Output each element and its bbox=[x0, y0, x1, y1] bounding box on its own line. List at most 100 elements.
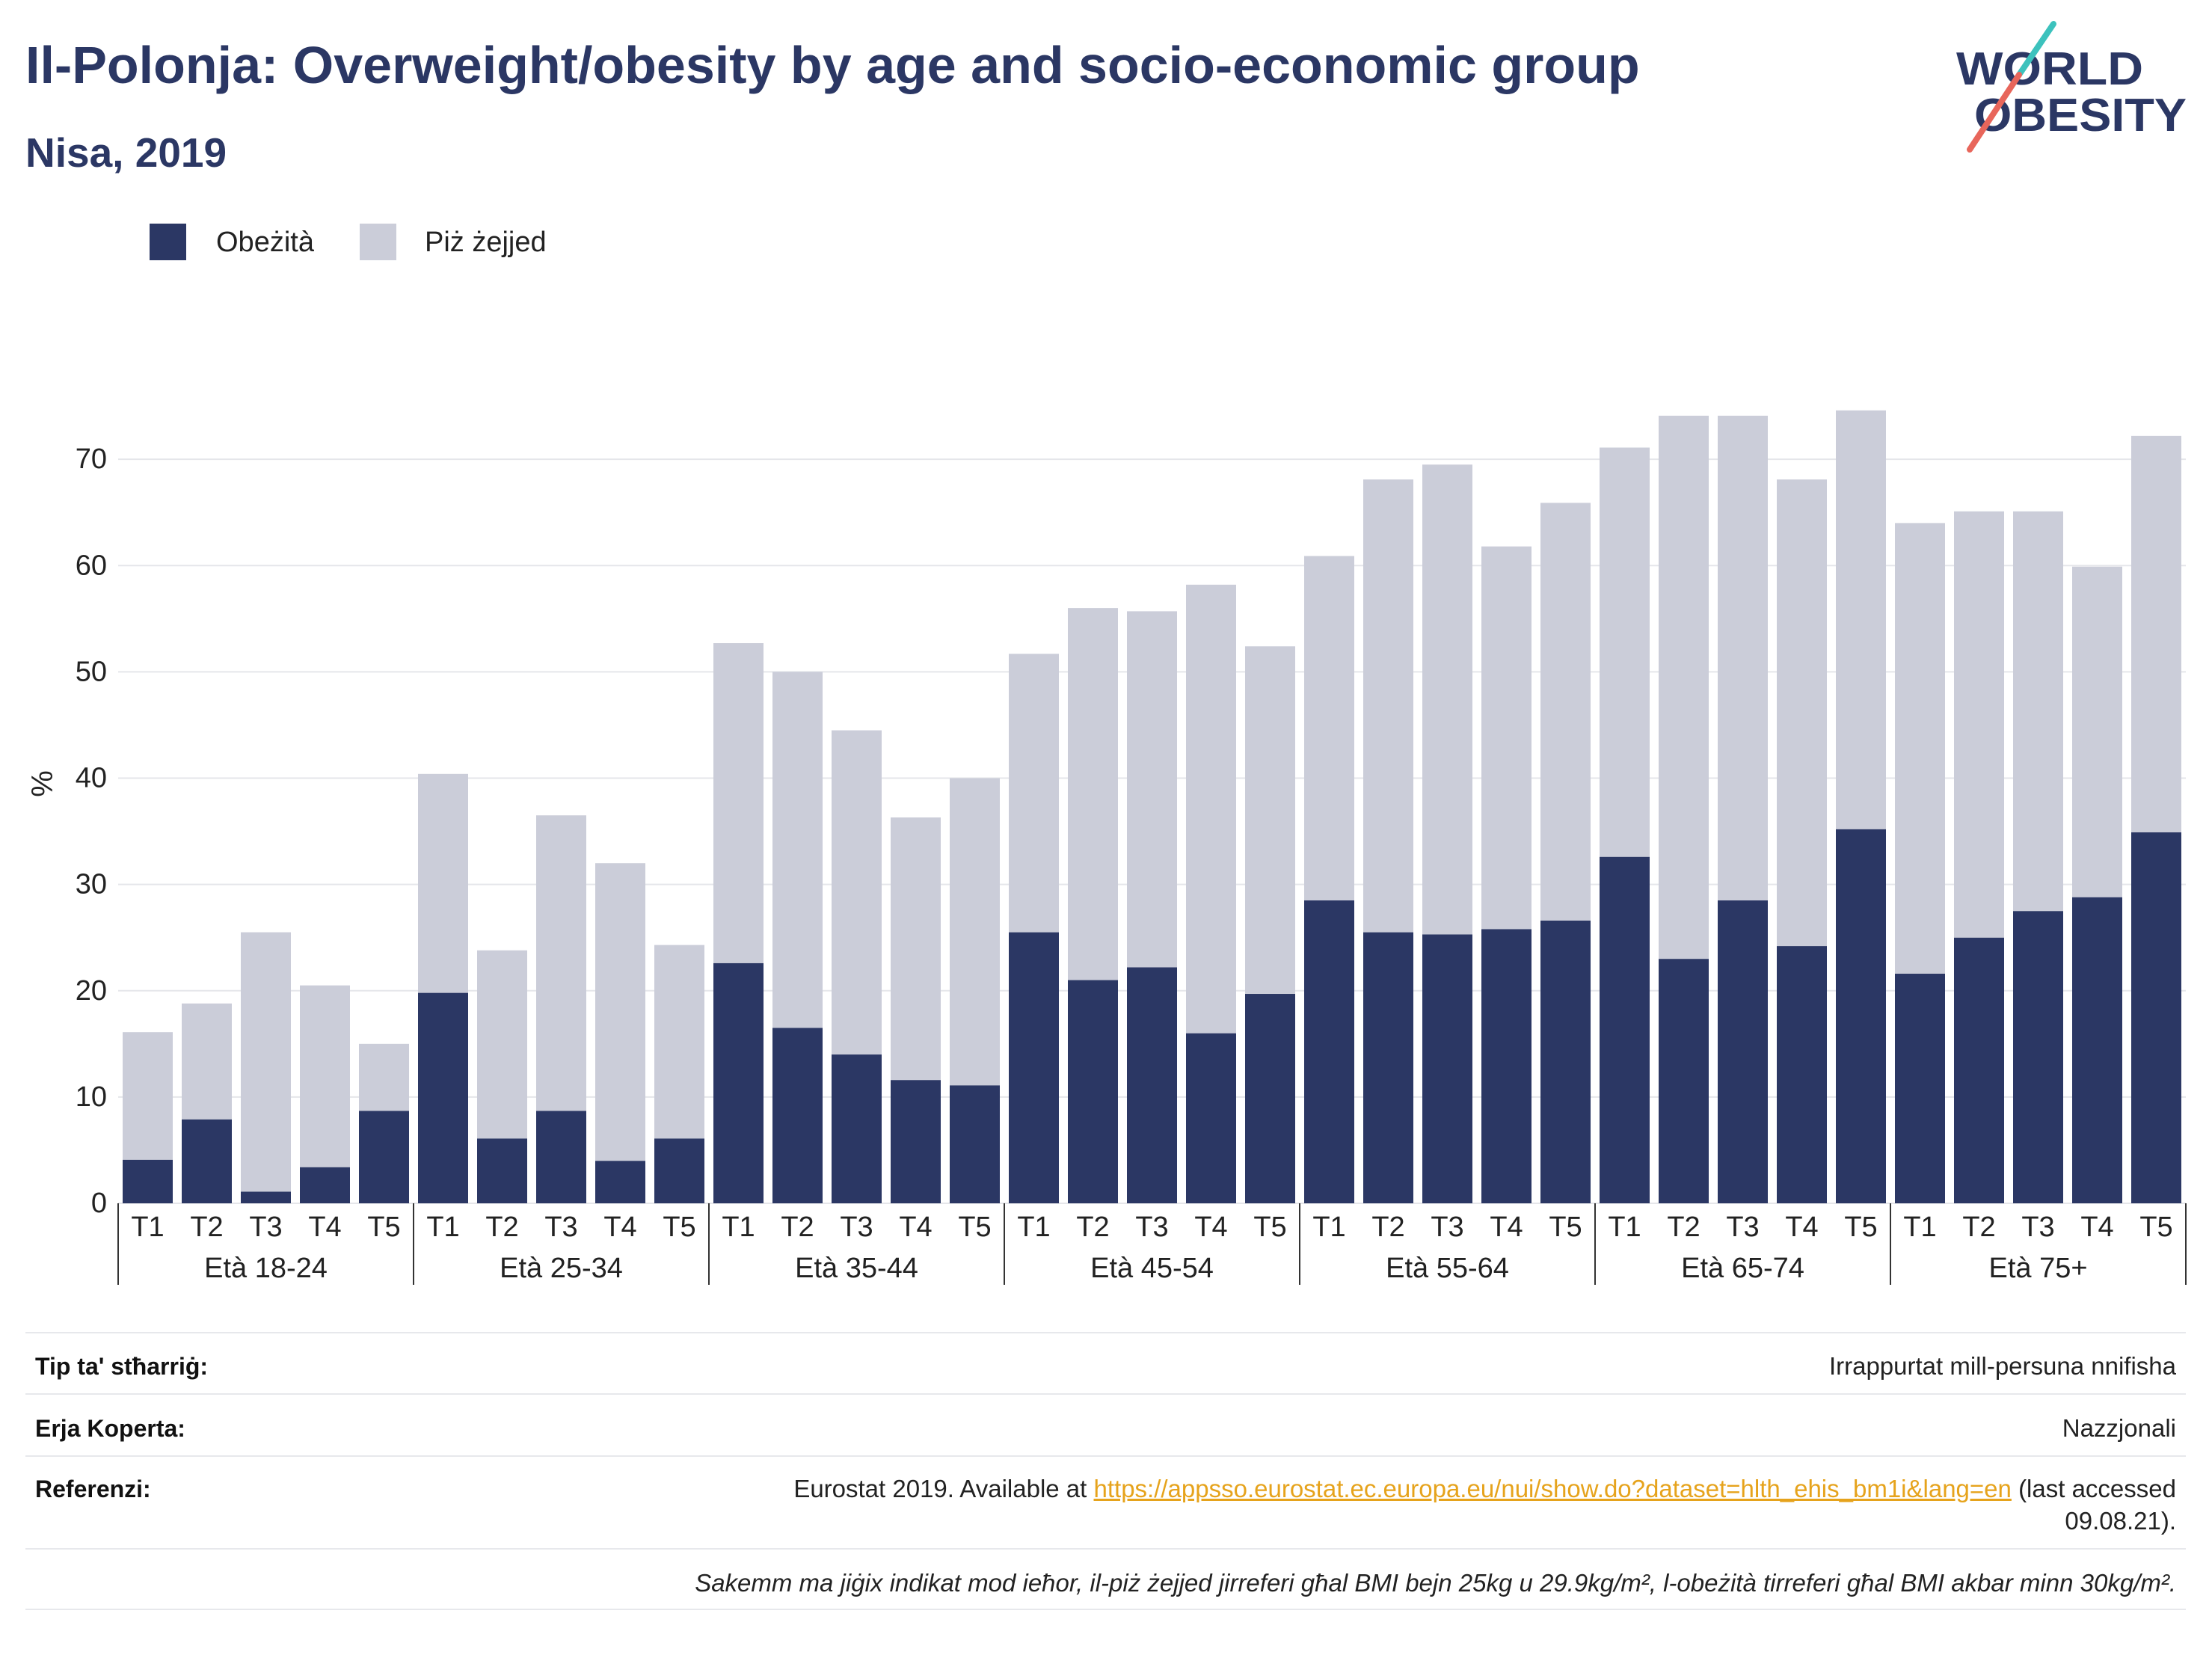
coverage-value: Nazzjonali bbox=[2062, 1414, 2176, 1442]
obesity-bar-segment bbox=[1777, 946, 1827, 1203]
y-tick-label: 10 bbox=[76, 1081, 107, 1113]
overweight-bar-segment bbox=[1422, 464, 1472, 935]
overweight-bar-segment bbox=[241, 932, 291, 1192]
obesity-bar-segment bbox=[2131, 832, 2181, 1203]
overweight-bar-segment bbox=[713, 643, 764, 963]
y-tick-label: 30 bbox=[76, 869, 107, 900]
overweight-bar-segment bbox=[832, 730, 882, 1055]
x-tick-label: T5 bbox=[1844, 1212, 1877, 1243]
x-tick-label: T1 bbox=[131, 1212, 164, 1243]
y-tick-label: 70 bbox=[76, 443, 107, 475]
obesity-bar-segment bbox=[1836, 829, 1886, 1203]
group-label: Età 18-24 bbox=[204, 1253, 328, 1284]
legend-swatch-obesity bbox=[150, 224, 186, 260]
overweight-bar-segment bbox=[1009, 654, 1059, 933]
overweight-bar-segment bbox=[1954, 511, 2004, 938]
overweight-bar-segment bbox=[1186, 584, 1236, 1034]
overweight-bar-segment bbox=[359, 1043, 409, 1111]
y-tick-label: 20 bbox=[76, 975, 107, 1007]
logo-line2: OBESITY bbox=[1974, 90, 2187, 141]
obesity-bar-segment bbox=[123, 1159, 173, 1203]
overweight-bar-segment bbox=[1718, 415, 1768, 900]
group-label: Età 35-44 bbox=[795, 1253, 918, 1284]
x-tick-label: T2 bbox=[1076, 1212, 1109, 1243]
x-tick-label: T5 bbox=[958, 1212, 991, 1243]
obesity-bar-segment bbox=[418, 992, 468, 1203]
overweight-bar-segment bbox=[1895, 523, 1945, 974]
obesity-bar-segment bbox=[832, 1054, 882, 1203]
logo-line1: WORLD bbox=[1956, 43, 2143, 95]
overweight-bar-segment bbox=[772, 672, 823, 1028]
references-value: Eurostat 2019. Available at https://apps… bbox=[793, 1474, 2176, 1504]
x-tick-label: T3 bbox=[1135, 1212, 1168, 1243]
x-tick-label: T3 bbox=[544, 1212, 577, 1243]
obesity-bar-segment bbox=[1245, 994, 1295, 1203]
obesity-bar-segment bbox=[300, 1167, 350, 1203]
x-tick-label: T5 bbox=[663, 1212, 695, 1243]
x-tick-label: T2 bbox=[781, 1212, 814, 1243]
obesity-bar-segment bbox=[595, 1161, 645, 1203]
overweight-bar-segment bbox=[300, 985, 350, 1167]
obesity-bar-segment bbox=[891, 1080, 941, 1203]
x-tick-label: T1 bbox=[722, 1212, 755, 1243]
overweight-bar-segment bbox=[477, 950, 527, 1139]
overweight-bar-segment bbox=[891, 817, 941, 1081]
obesity-bar-segment bbox=[1186, 1033, 1236, 1203]
obesity-bar-segment bbox=[772, 1028, 823, 1203]
x-tick-label: T5 bbox=[2139, 1212, 2172, 1243]
x-tick-label: T2 bbox=[485, 1212, 518, 1243]
obesity-bar-segment bbox=[1954, 937, 2004, 1203]
obesity-bar-segment bbox=[1718, 900, 1768, 1203]
obesity-bar-segment bbox=[2072, 897, 2122, 1203]
group-label: Età 55-64 bbox=[1386, 1253, 1509, 1284]
obesity-bar-segment bbox=[1422, 934, 1472, 1203]
x-tick-label: T4 bbox=[1194, 1212, 1227, 1243]
overweight-bar-segment bbox=[1540, 503, 1591, 921]
world-obesity-logo: WORLD OBESITY bbox=[1956, 21, 2187, 153]
references-link[interactable]: https://appsso.eurostat.ec.europa.eu/nui… bbox=[1093, 1475, 2012, 1502]
group-label: Età 65-74 bbox=[1681, 1253, 1804, 1284]
obesity-bar-segment bbox=[1363, 932, 1413, 1203]
x-tick-label: T4 bbox=[2080, 1212, 2113, 1243]
x-tick-label: T5 bbox=[1549, 1212, 1582, 1243]
overweight-bar-segment bbox=[1836, 410, 1886, 829]
obesity-bar-segment bbox=[1127, 967, 1177, 1203]
x-tick-label: T2 bbox=[1962, 1212, 1995, 1243]
table-divider bbox=[25, 1548, 2186, 1550]
logo-slash-top bbox=[2016, 21, 2056, 78]
table-divider bbox=[25, 1609, 2186, 1610]
references-label: Referenzi: bbox=[35, 1476, 151, 1502]
survey-type-value: Irrappurtat mill-persuna nnifisha bbox=[1828, 1352, 2176, 1380]
table-divider bbox=[25, 1393, 2186, 1395]
legend-label-obesity: Obeżità bbox=[216, 227, 314, 258]
x-tick-label: T1 bbox=[1608, 1212, 1641, 1243]
overweight-bar-segment bbox=[182, 1003, 232, 1120]
obesity-bar-segment bbox=[1009, 932, 1059, 1203]
obesity-bar-segment bbox=[1304, 900, 1354, 1203]
survey-type-label: Tip ta' stħarriġ: bbox=[35, 1353, 209, 1380]
overweight-bar-segment bbox=[1777, 479, 1827, 947]
logo-slash-bottom bbox=[1967, 72, 2022, 153]
x-tick-label: T5 bbox=[1253, 1212, 1286, 1243]
overweight-bar-segment bbox=[418, 773, 468, 993]
x-tick-label: T4 bbox=[899, 1212, 932, 1243]
x-tick-label: T2 bbox=[190, 1212, 223, 1243]
references-prefix: Eurostat 2019. Available at bbox=[793, 1475, 1087, 1502]
overweight-bar-segment bbox=[123, 1032, 173, 1160]
coverage-label: Erja Koperta: bbox=[35, 1415, 185, 1442]
table-divider bbox=[25, 1455, 2186, 1457]
obesity-bar-segment bbox=[1659, 959, 1709, 1203]
obesity-bar-segment bbox=[1540, 920, 1591, 1203]
obesity-bar-segment bbox=[182, 1119, 232, 1203]
overweight-bar-segment bbox=[1068, 608, 1118, 980]
overweight-bar-segment bbox=[536, 815, 586, 1111]
x-tick-label: T3 bbox=[1431, 1212, 1463, 1243]
x-tick-label: T2 bbox=[1667, 1212, 1700, 1243]
x-tick-label: T5 bbox=[367, 1212, 400, 1243]
overweight-bar-segment bbox=[1600, 447, 1650, 857]
obesity-bar-segment bbox=[2013, 911, 2063, 1203]
x-tick-label: T2 bbox=[1371, 1212, 1404, 1243]
overweight-bar-segment bbox=[1127, 611, 1177, 968]
x-tick-label: T3 bbox=[840, 1212, 873, 1243]
